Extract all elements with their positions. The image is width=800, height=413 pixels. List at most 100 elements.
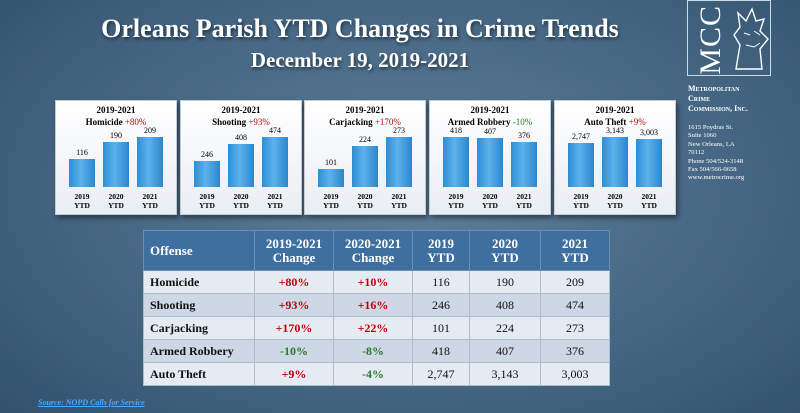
- panel-subtitle: Armed Robbery -10%: [430, 117, 550, 127]
- panel-title: 2019-2021: [470, 105, 510, 115]
- tick-label: 2020 YTD: [482, 192, 498, 210]
- offense-cell: Homicide: [143, 270, 255, 294]
- address-line: Fax 504/566-0658: [688, 166, 737, 174]
- org-name: Metropolitan Crime Commission, Inc.: [688, 84, 798, 114]
- data-label: 376: [518, 131, 530, 141]
- panel-subtitle: Homicide +80%: [56, 117, 176, 127]
- org-address: 1615 Poydras St. Suite 1060 New Orleans,…: [688, 124, 798, 183]
- tick-label: 2020 YTD: [233, 192, 249, 210]
- bar: [228, 143, 254, 187]
- tick-label: 2019 YTD: [448, 192, 464, 210]
- org-line: Commission, Inc.: [688, 104, 748, 113]
- address-line: Suite 1060: [688, 132, 717, 140]
- data-label: 116: [76, 148, 88, 158]
- data-label: 408: [235, 132, 247, 142]
- address-line: Phone 504/524-3148: [688, 157, 744, 165]
- address-line[interactable]: www.metrocrime.org: [688, 174, 745, 182]
- bar: [137, 137, 163, 187]
- data-label: 418: [450, 126, 462, 135]
- table-header-row: Offense 2019-2021 Change 2020-2021 Change 201…: [143, 230, 610, 271]
- bar: [69, 159, 95, 187]
- ytd-cell: 2,747: [412, 362, 470, 386]
- ytd-cell: 3,143: [469, 362, 541, 386]
- change-cell: +16%: [333, 293, 413, 317]
- source-link[interactable]: Source: NOPD Calls for Service: [38, 398, 145, 407]
- data-label: 407: [484, 127, 496, 137]
- table-row: Armed Robbery -10% -8% 418 407 376: [143, 339, 610, 363]
- tick-label: 2019 YTD: [199, 192, 215, 210]
- org-line: Metropolitan: [688, 84, 740, 93]
- ytd-cell: 3,003: [540, 362, 610, 386]
- data-label: 101: [325, 157, 337, 167]
- table-row: Auto Theft +9% -4% 2,747 3,143 3,003: [143, 362, 610, 386]
- chart-panel: 2019-2021 Armed Robbery -10% 418 2019 YTD 40…: [429, 100, 551, 215]
- panel-title: 2019-2021: [345, 105, 385, 115]
- change-cell: -10%: [254, 339, 334, 363]
- panel-offense-label: Carjacking: [329, 117, 375, 127]
- data-label: 209: [144, 126, 156, 135]
- column-header: 2020 YTD: [469, 230, 541, 271]
- column-header: 2021 YTD: [540, 230, 610, 271]
- bar: [103, 141, 129, 187]
- ytd-cell: 224: [469, 316, 541, 340]
- address-line: 70112: [688, 149, 705, 157]
- ytd-cell: 474: [540, 293, 610, 317]
- column-header: 2019 YTD: [412, 230, 470, 271]
- org-line: Crime: [688, 94, 711, 103]
- offense-cell: Armed Robbery: [143, 339, 255, 363]
- ytd-cell: 407: [469, 339, 541, 363]
- bar: [262, 137, 288, 187]
- ytd-cell: 190: [469, 270, 541, 294]
- change-cell: +10%: [333, 270, 413, 294]
- ytd-cell: 116: [412, 270, 470, 294]
- ytd-cell: 273: [540, 316, 610, 340]
- table-body: Homicide +80% +10% 116 190 209 Shooting +93% +16…: [143, 270, 610, 386]
- bar: [443, 137, 469, 187]
- mcc-logo-area: MCC Metropolitan Crime Commission, Inc. …: [684, 0, 800, 413]
- data-label: 190: [110, 130, 122, 140]
- chart-panel: 2019-2021 Homicide +80% 116 2019 YTD 190 2020…: [55, 100, 177, 215]
- panel-offense-label: Shooting: [212, 117, 249, 127]
- data-label: 474: [269, 126, 281, 135]
- change-cell: -8%: [333, 339, 413, 363]
- panel-change: +9%: [628, 117, 646, 127]
- ytd-cell: 376: [540, 339, 610, 363]
- bar: [318, 168, 344, 187]
- ytd-cell: 408: [469, 293, 541, 317]
- data-label: 2,747: [572, 132, 590, 142]
- table-row: Homicide +80% +10% 116 190 209: [143, 270, 610, 294]
- panel-change: +80%: [124, 117, 147, 127]
- offense-cell: Shooting: [143, 293, 255, 317]
- bar: [568, 143, 594, 187]
- data-label: 3,003: [640, 128, 658, 138]
- panel-title: 2019-2021: [221, 105, 261, 115]
- offense-cell: Auto Theft: [143, 362, 255, 386]
- column-header: 2019-2021 Change: [254, 230, 334, 271]
- tick-label: 2021 YTD: [516, 192, 532, 210]
- tick-label: 2020 YTD: [607, 192, 623, 210]
- chart-panel: 2019-2021 Auto Theft +9% 2,747 2019 YTD 3,14…: [554, 100, 676, 215]
- ytd-cell: 209: [540, 270, 610, 294]
- bar: [352, 145, 378, 187]
- ytd-cell: 101: [412, 316, 470, 340]
- address-line: New Orleans, LA: [688, 140, 735, 148]
- tick-label: 2019 YTD: [573, 192, 589, 210]
- ytd-cell: 418: [412, 339, 470, 363]
- panel-subtitle: Auto Theft +9%: [555, 117, 675, 127]
- bar: [194, 161, 220, 187]
- chart-panel: 2019-2021 Carjacking +170% 101 2019 YTD 224 2…: [304, 100, 426, 215]
- tick-label: 2021 YTD: [391, 192, 407, 210]
- offense-cell: Carjacking: [143, 316, 255, 340]
- panel-change: -10%: [512, 117, 533, 127]
- panel-offense-label: Homicide: [85, 117, 125, 127]
- change-cell: +80%: [254, 270, 334, 294]
- ytd-cell: 246: [412, 293, 470, 317]
- panel-title: 2019-2021: [595, 105, 635, 115]
- data-label: 273: [393, 126, 405, 135]
- wolf-icon: [733, 7, 769, 70]
- crime-table: Offense 2019-2021 Change 2020-2021 Change 201…: [143, 230, 610, 386]
- column-header: Offense: [143, 230, 255, 271]
- panel-subtitle: Carjacking +170%: [305, 117, 425, 127]
- change-cell: +9%: [254, 362, 334, 386]
